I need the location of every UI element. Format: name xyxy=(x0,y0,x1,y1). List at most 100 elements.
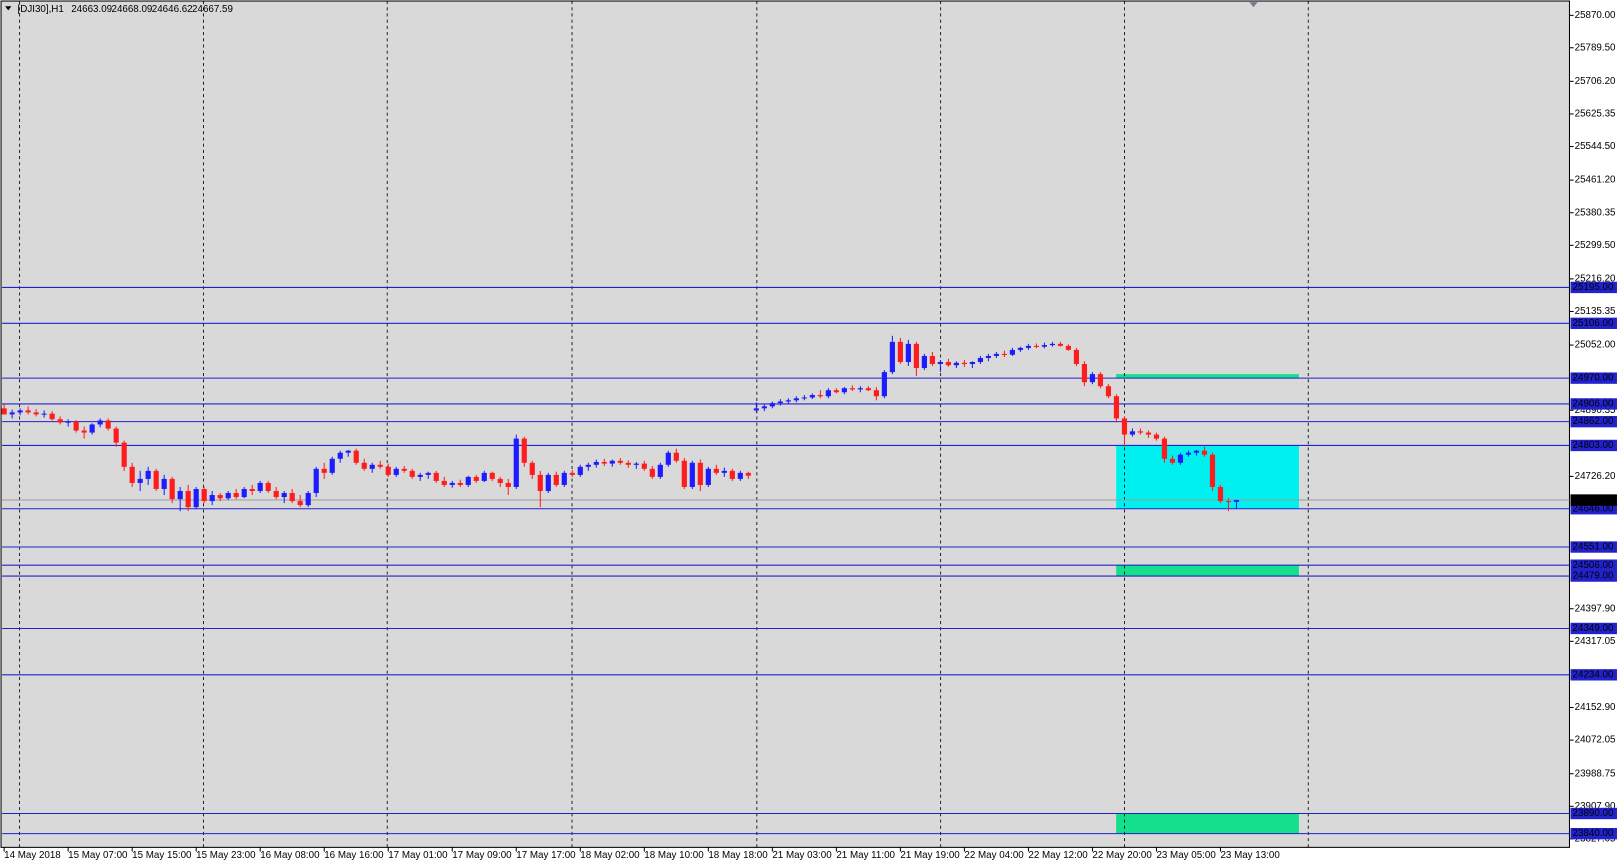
level-label-box xyxy=(1570,559,1617,571)
y-tick-label: 24890.35 xyxy=(1575,405,1616,416)
candle-body xyxy=(833,390,839,393)
level-label-box xyxy=(1570,317,1617,329)
level-label-box xyxy=(1570,622,1617,635)
candle-body xyxy=(881,372,887,397)
x-tick-label: 17 May 09:00 xyxy=(452,850,512,861)
x-tick-label: 22 May 20:00 xyxy=(1092,850,1152,861)
x-tick-label: 21 May 03:00 xyxy=(772,850,832,861)
candle-body xyxy=(1001,353,1007,355)
candle-body xyxy=(545,474,551,492)
candle-body xyxy=(393,468,399,475)
candle-body xyxy=(481,472,487,481)
candle-body xyxy=(65,421,71,423)
candle-body xyxy=(809,395,815,398)
candle-body xyxy=(49,413,55,420)
level-label: 24803.00 xyxy=(1573,440,1614,451)
level-label-box xyxy=(1570,503,1617,515)
candle-body xyxy=(1201,450,1208,455)
candle-body xyxy=(609,460,615,464)
y-tick-label: 23988.75 xyxy=(1575,768,1616,779)
zone xyxy=(1116,445,1299,509)
candle-body xyxy=(929,355,935,365)
candle-body xyxy=(1121,418,1128,435)
header-open: 24663.09 xyxy=(71,4,112,15)
candle-body xyxy=(241,488,247,498)
candle-body xyxy=(473,476,479,481)
shift-marker[interactable] xyxy=(1249,2,1258,8)
y-tick-label: 25625.35 xyxy=(1575,109,1616,120)
candle-body xyxy=(681,460,687,487)
x-tick-label: 17 May 17:00 xyxy=(516,850,576,861)
candle-body xyxy=(969,362,975,365)
candle-body xyxy=(625,462,631,465)
candle-body xyxy=(753,408,759,411)
level-label-box xyxy=(1570,669,1617,681)
candle-body xyxy=(913,343,919,369)
candle-body xyxy=(97,420,103,425)
candle-body xyxy=(665,452,671,465)
candle-body xyxy=(113,428,119,443)
candle-body xyxy=(89,424,95,433)
candle-body xyxy=(1049,343,1056,346)
candle-body xyxy=(1065,345,1072,350)
candle-body xyxy=(489,472,495,479)
candle-body xyxy=(537,474,543,492)
candle-body xyxy=(873,390,879,397)
level-label: 24551.00 xyxy=(1573,542,1614,553)
x-tick-label: 18 May 02:00 xyxy=(580,850,640,861)
candle-body xyxy=(1113,396,1120,419)
candle-body xyxy=(313,468,319,494)
candle-body xyxy=(801,397,807,399)
candle-body xyxy=(377,464,383,467)
candle-body xyxy=(785,400,791,402)
candle-body xyxy=(761,406,767,409)
level-label-box xyxy=(1570,827,1617,840)
candle-body xyxy=(905,343,911,363)
candle-body xyxy=(889,341,895,373)
candle-body xyxy=(321,468,327,473)
candle-body xyxy=(1233,500,1240,502)
candle-body xyxy=(1025,345,1031,348)
level-label-box xyxy=(1570,439,1617,452)
y-tick-label: 25706.20 xyxy=(1575,76,1616,87)
candle-body xyxy=(937,362,943,365)
plot-area xyxy=(0,0,1570,848)
candle-body xyxy=(713,468,719,473)
candle-body xyxy=(617,460,623,463)
candle-body xyxy=(169,478,175,500)
candle-body xyxy=(945,362,951,366)
level-label: 24234.00 xyxy=(1573,669,1614,680)
x-tick-label: 16 May 16:00 xyxy=(324,850,384,861)
candle-body xyxy=(177,491,183,500)
candle-body xyxy=(465,476,471,485)
y-tick-label: 24397.90 xyxy=(1575,603,1616,614)
candle-body xyxy=(897,341,903,363)
candle-body xyxy=(529,462,535,475)
menu-arrow[interactable] xyxy=(5,6,12,11)
x-tick-label: 15 May 23:00 xyxy=(196,850,256,861)
candle-body xyxy=(817,395,823,397)
candle-body xyxy=(721,470,727,473)
candle-body xyxy=(1105,386,1112,397)
candle-body xyxy=(457,482,463,485)
candle-body xyxy=(33,412,39,415)
x-tick-label: 23 May 13:00 xyxy=(1220,850,1280,861)
level-label-box xyxy=(1570,372,1617,384)
level-label: 24970.00 xyxy=(1573,373,1614,384)
candle-body xyxy=(273,491,279,498)
candle-body xyxy=(1,408,7,415)
candle-body xyxy=(409,470,415,477)
candle-body xyxy=(769,403,775,407)
candle-body xyxy=(57,419,63,423)
candle-body xyxy=(1033,345,1039,347)
candle-body xyxy=(601,461,607,464)
level-label: 25195.00 xyxy=(1573,282,1614,293)
candle-body xyxy=(217,495,223,499)
candle-body xyxy=(1209,454,1216,487)
candle-body xyxy=(513,438,519,487)
candle-body xyxy=(201,488,207,502)
candle-body xyxy=(17,410,23,413)
y-tick-label: 25299.50 xyxy=(1575,240,1616,251)
candle-body xyxy=(1137,431,1144,433)
